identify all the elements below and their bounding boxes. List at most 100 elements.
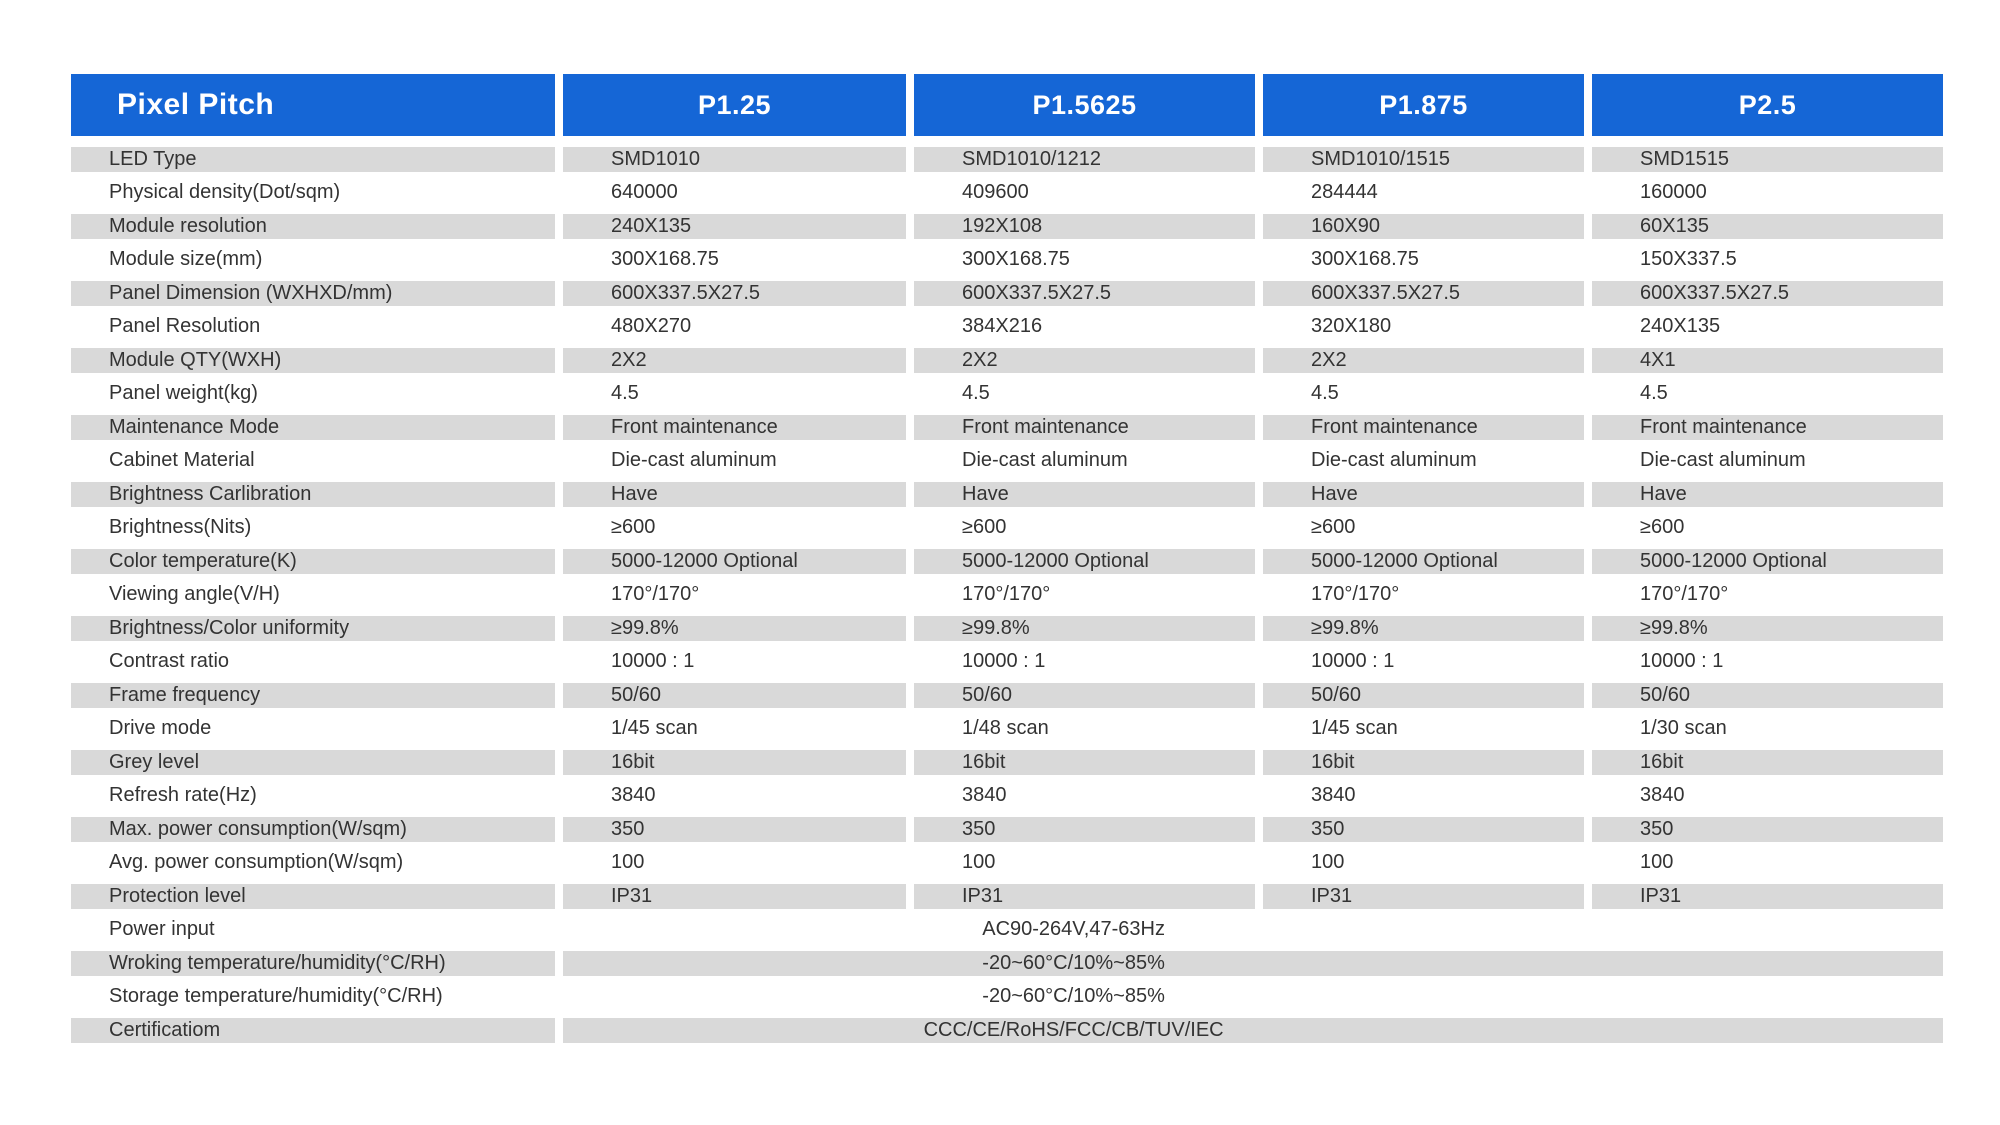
row-label: Maintenance Mode: [71, 410, 555, 444]
table-row: Drive mode 1/45 scan 1/48 scan 1/45 scan 1/3…: [71, 712, 1943, 746]
cell-value: 50/60: [563, 678, 906, 712]
row-label: Panel weight(kg): [109, 381, 258, 404]
cell-value: Die-cast aluminum: [1640, 448, 1806, 471]
cell-value: 170°/170°: [962, 582, 1051, 605]
cell-value: Have: [914, 477, 1255, 511]
row-label: Refresh rate(Hz): [109, 783, 257, 806]
table-row: Brightness(Nits) ≥600 ≥600 ≥600 ≥600: [71, 511, 1943, 545]
cell-value: 240X135: [1640, 314, 1721, 337]
cell-value: 100: [1311, 850, 1345, 873]
cell-value: 170°/170°: [1311, 582, 1400, 605]
merged-value: -20~60°C/10%~85%: [563, 946, 1943, 980]
row-label: LED Type: [71, 142, 555, 176]
row-label: Protection level: [71, 879, 555, 913]
cell-value: IP31: [914, 879, 1255, 913]
table-header: Pixel Pitch P1.25 P1.5625 P1.875 P2.5: [71, 74, 1943, 136]
row-label: Drive mode: [109, 716, 212, 739]
cell-value: 600X337.5X27.5: [1263, 276, 1584, 310]
cell-value: SMD1515: [1592, 142, 1943, 176]
table-row: Power input AC90-264V,47-63Hz: [71, 913, 1943, 947]
row-label: Storage temperature/humidity(°C/RH): [109, 984, 443, 1007]
cell-value: 284444: [1311, 180, 1378, 203]
table-row: Grey level 16bit 16bit 16bit 16bit: [71, 745, 1943, 779]
cell-value: ≥99.8%: [1263, 611, 1584, 645]
table-row: Maintenance Mode Front maintenance Front m…: [71, 410, 1943, 444]
cell-value: 16bit: [1592, 745, 1943, 779]
row-label: Grey level: [71, 745, 555, 779]
row-label: Module size(mm): [109, 247, 263, 270]
table-row: Wroking temperature/humidity(°C/RH) -20~6…: [71, 946, 1943, 980]
cell-value: 160X90: [1263, 209, 1584, 243]
row-label: Wroking temperature/humidity(°C/RH): [71, 946, 555, 980]
cell-value: 4.5: [962, 381, 990, 404]
merged-value-text: CCC/CE/RoHS/FCC/CB/TUV/IEC: [923, 1018, 1224, 1041]
row-label: Avg. power consumption(W/sqm): [109, 850, 404, 873]
cell-value: 150X337.5: [1640, 247, 1737, 270]
cell-value: 350: [1592, 812, 1943, 846]
header-col-p1-25: P1.25: [563, 74, 906, 136]
cell-value: 170°/170°: [611, 582, 700, 605]
table-row: Avg. power consumption(W/sqm) 100 100 100 10…: [71, 846, 1943, 880]
cell-value: 300X168.75: [611, 247, 719, 270]
cell-value: ≥600: [1640, 515, 1685, 538]
cell-value: 350: [914, 812, 1255, 846]
table-row: Protection level IP31 IP31 IP31 IP31: [71, 879, 1943, 913]
row-label: Panel Resolution: [109, 314, 261, 337]
table-row: Module size(mm) 300X168.75 300X168.75 300X1…: [71, 243, 1943, 277]
cell-value: SMD1010/1515: [1263, 142, 1584, 176]
cell-value: IP31: [563, 879, 906, 913]
cell-value: 1/48 scan: [962, 716, 1049, 739]
row-label: Power input: [109, 917, 215, 940]
merged-value: -20~60°C/10%~85%: [563, 980, 1943, 1014]
row-label: Max. power consumption(W/sqm): [71, 812, 555, 846]
cell-value: 3840: [962, 783, 1007, 806]
cell-value: 10000 : 1: [611, 649, 695, 672]
cell-value: 4.5: [611, 381, 639, 404]
merged-value-text: AC90-264V,47-63Hz: [982, 917, 1165, 940]
cell-value: SMD1010: [563, 142, 906, 176]
cell-value: 10000 : 1: [1640, 649, 1724, 672]
cell-value: 50/60: [1592, 678, 1943, 712]
cell-value: 1/45 scan: [611, 716, 698, 739]
cell-value: 409600: [962, 180, 1029, 203]
cell-value: SMD1010/1212: [914, 142, 1255, 176]
cell-value: 100: [1640, 850, 1674, 873]
cell-value: 4X1: [1592, 343, 1943, 377]
cell-value: ≥99.8%: [563, 611, 906, 645]
row-label: Color temperature(K): [71, 544, 555, 578]
cell-value: Die-cast aluminum: [962, 448, 1128, 471]
cell-value: 600X337.5X27.5: [914, 276, 1255, 310]
cell-value: 350: [1263, 812, 1584, 846]
cell-value: 3840: [1640, 783, 1685, 806]
row-label: Brightness/Color uniformity: [71, 611, 555, 645]
table-body: LED Type SMD1010 SMD1010/1212 SMD1010/1515 S…: [71, 142, 1943, 1047]
table-row: Brightness/Color uniformity ≥99.8% ≥99.8% ≥…: [71, 611, 1943, 645]
cell-value: 300X168.75: [1311, 247, 1419, 270]
table-row: Contrast ratio 10000 : 1 10000 : 1 10000 : …: [71, 645, 1943, 679]
cell-value: 100: [962, 850, 996, 873]
cell-value: Front maintenance: [1592, 410, 1943, 444]
merged-value: CCC/CE/RoHS/FCC/CB/TUV/IEC: [563, 1013, 1943, 1047]
cell-value: 300X168.75: [962, 247, 1070, 270]
merged-value: AC90-264V,47-63Hz: [563, 913, 1943, 947]
table-row: Physical density(Dot/sqm) 640000 409600 284…: [71, 176, 1943, 210]
table-row: Panel Resolution 480X270 384X216 320X180 240…: [71, 310, 1943, 344]
cell-value: 10000 : 1: [1311, 649, 1395, 672]
table-row: Brightness Carlibration Have Have Have Have: [71, 477, 1943, 511]
table-row: Max. power consumption(W/sqm) 350 350 350 35…: [71, 812, 1943, 846]
cell-value: 5000-12000 Optional: [1592, 544, 1943, 578]
row-label: Module QTY(WXH): [71, 343, 555, 377]
cell-value: ≥600: [611, 515, 656, 538]
table-row: Storage temperature/humidity(°C/RH) -20~6…: [71, 980, 1943, 1014]
row-label: Contrast ratio: [109, 649, 230, 672]
cell-value: 384X216: [962, 314, 1043, 337]
cell-value: 192X108: [914, 209, 1255, 243]
cell-value: 600X337.5X27.5: [1592, 276, 1943, 310]
cell-value: ≥600: [1311, 515, 1356, 538]
header-pixel-pitch: Pixel Pitch: [71, 74, 555, 136]
header-col-p1-875: P1.875: [1263, 74, 1584, 136]
cell-value: 4.5: [1311, 381, 1339, 404]
cell-value: 16bit: [914, 745, 1255, 779]
cell-value: ≥99.8%: [1592, 611, 1943, 645]
